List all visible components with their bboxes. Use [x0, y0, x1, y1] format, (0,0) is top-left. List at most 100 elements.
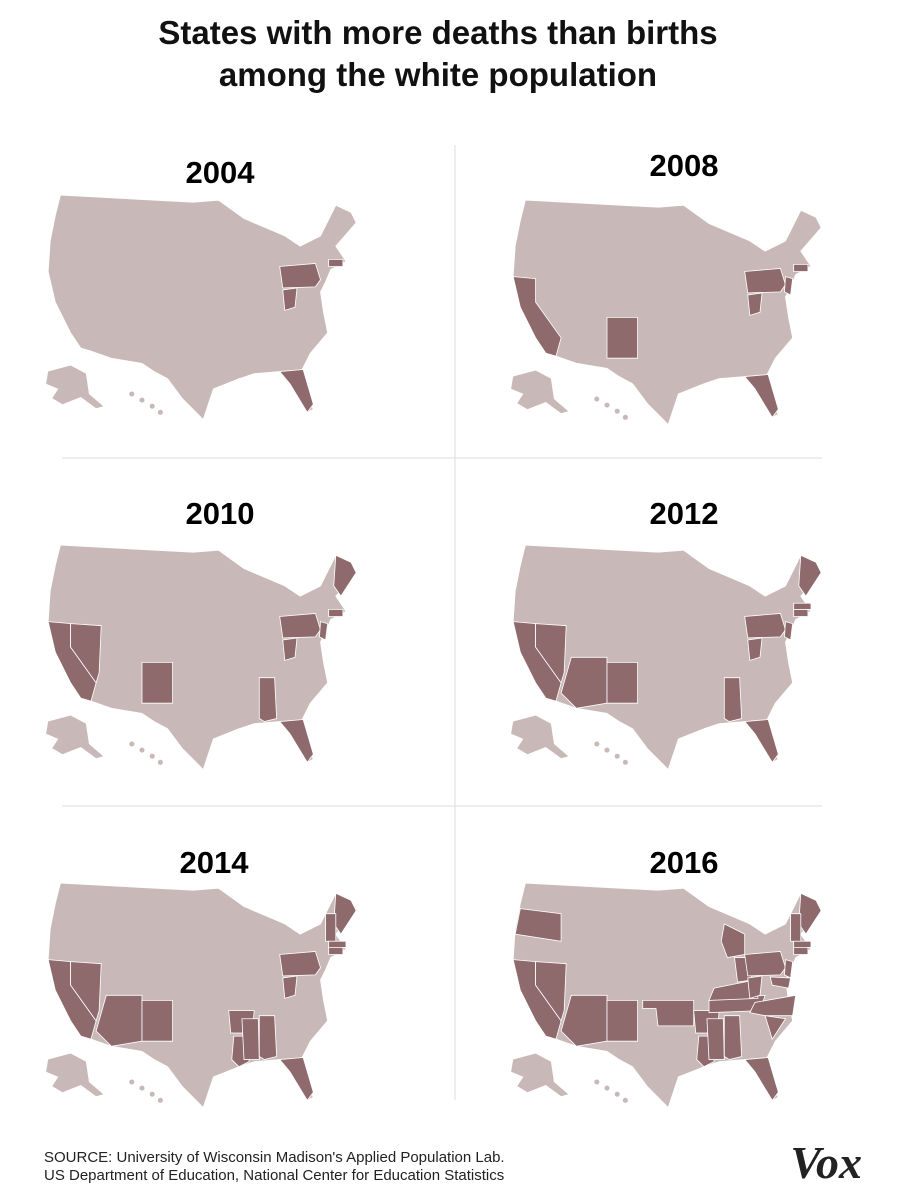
alaska [511, 715, 569, 759]
alaska [46, 715, 104, 759]
highlighted-state [535, 623, 567, 684]
hawaii-island [129, 1079, 135, 1085]
us-outline [512, 199, 822, 426]
highlighted-state [278, 1057, 314, 1102]
highlighted-state [708, 979, 759, 1001]
highlighted-state [798, 554, 822, 597]
hawaii-island [149, 1091, 155, 1097]
highlighted-state [278, 369, 314, 414]
highlighted-state [743, 719, 779, 764]
hawaii-island [157, 1097, 163, 1103]
hawaii-island [139, 747, 145, 753]
highlighted-state [141, 999, 174, 1042]
title-line: States with more deaths than births [158, 14, 717, 51]
highlighted-state [744, 268, 786, 294]
hawaii-island [622, 414, 628, 420]
highlighted-state [535, 961, 567, 1022]
highlighted-state [764, 1015, 787, 1041]
hawaii-island [139, 1085, 145, 1091]
us-map [511, 199, 822, 426]
highlighted-state [328, 946, 344, 955]
us-map [46, 544, 357, 771]
year-label: 2014 [180, 845, 250, 880]
source-line: SOURCE: University of Wisconsin Madison'… [44, 1149, 505, 1166]
hawaii-island [594, 1079, 600, 1085]
alaska [511, 1053, 569, 1097]
highlighted-state [606, 661, 639, 704]
highlighted-state [793, 946, 809, 955]
highlighted-state [743, 374, 779, 419]
highlighted-state [790, 913, 802, 942]
us-map [46, 194, 357, 421]
hawaii-island [614, 408, 620, 414]
highlighted-state [279, 613, 321, 639]
highlighted-state [769, 976, 792, 989]
hawaii-island [594, 741, 600, 747]
highlighted-state [793, 602, 812, 610]
us-map [511, 544, 822, 771]
highlighted-state [720, 923, 746, 959]
hawaii-island [622, 759, 628, 765]
alaska [46, 365, 104, 409]
year-label: 2010 [186, 496, 255, 531]
highlighted-state [328, 608, 344, 617]
highlighted-state [70, 623, 102, 684]
highlighted-state [258, 1015, 278, 1060]
highlighted-state [747, 637, 763, 661]
highlighted-state [723, 677, 743, 722]
hawaii-island [157, 409, 163, 415]
highlighted-state [282, 637, 298, 661]
hawaii-island [604, 402, 610, 408]
highlighted-state [258, 677, 278, 722]
highlighted-state [784, 276, 794, 296]
highlighted-state [241, 1018, 260, 1060]
highlighted-state [793, 940, 812, 948]
hawaii-island [139, 397, 145, 403]
highlighted-state [70, 961, 102, 1022]
highlighted-state [279, 263, 321, 289]
highlighted-state [642, 999, 695, 1027]
highlighted-state [278, 719, 314, 764]
highlighted-state [328, 258, 344, 267]
highlighted-state [706, 1018, 725, 1060]
us-map [511, 882, 822, 1109]
highlighted-state [325, 913, 337, 942]
highlighted-state [749, 994, 797, 1017]
hawaii-island [149, 403, 155, 409]
hawaii-island [622, 1097, 628, 1103]
highlighted-state [744, 951, 786, 977]
highlighted-state [784, 621, 794, 641]
highlighted-state [747, 292, 763, 316]
highlighted-state [333, 892, 357, 935]
highlighted-state [282, 975, 298, 999]
highlighted-state [328, 940, 347, 948]
highlighted-state [747, 975, 763, 999]
highlighted-state [784, 959, 794, 979]
year-label: 2008 [650, 148, 719, 183]
hawaii-island [157, 759, 163, 765]
highlighted-state [723, 1015, 743, 1060]
year-label: 2004 [186, 155, 256, 190]
hawaii-island [614, 1091, 620, 1097]
highlighted-state [606, 999, 639, 1042]
highlighted-state [560, 656, 608, 709]
source-line: US Department of Education, National Cen… [44, 1167, 504, 1184]
highlighted-state [95, 994, 143, 1047]
year-label: 2016 [650, 845, 719, 880]
hawaii-island [604, 747, 610, 753]
hawaii-island [604, 1085, 610, 1091]
hawaii-island [129, 391, 135, 397]
alaska [511, 370, 569, 414]
highlighted-state [333, 554, 357, 597]
highlighted-state [514, 908, 562, 942]
us-outline [47, 194, 357, 421]
logo: Vox [790, 1137, 862, 1188]
title-line: among the white population [219, 56, 657, 93]
year-label: 2012 [650, 496, 719, 531]
us-map [46, 882, 357, 1109]
highlighted-state [743, 1057, 779, 1102]
highlighted-state [744, 613, 786, 639]
hawaii-island [594, 396, 600, 402]
